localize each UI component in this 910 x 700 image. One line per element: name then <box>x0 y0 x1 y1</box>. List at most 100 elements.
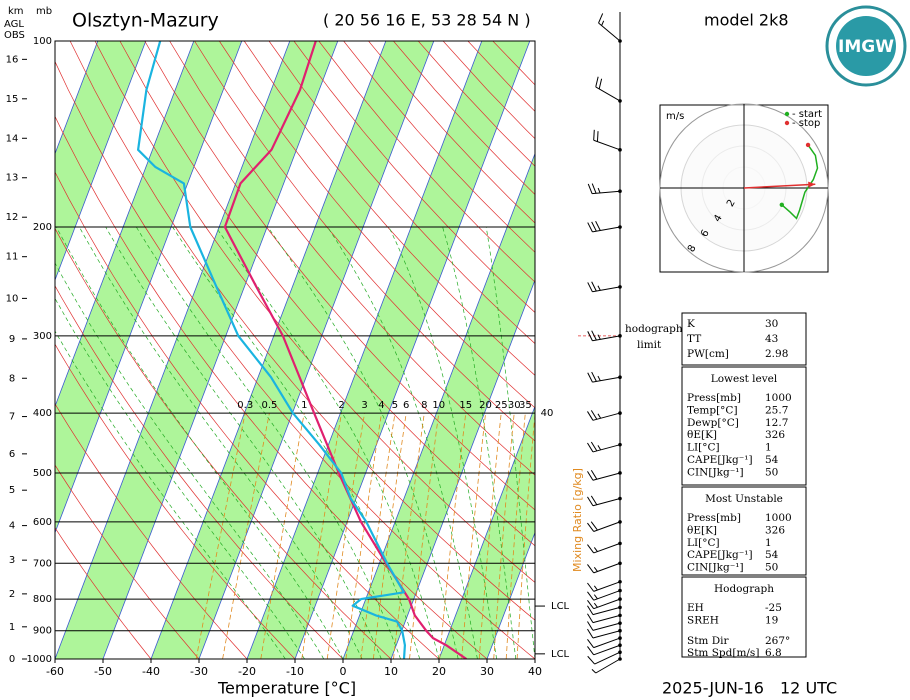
green-band <box>151 41 434 659</box>
table-section <box>681 486 807 576</box>
dry-adiabat <box>55 60 535 659</box>
y-tick-label: 100 <box>33 36 52 47</box>
km-tick-label: 8 <box>9 373 15 384</box>
index-value: 1000 <box>765 512 792 524</box>
index-value: 2.98 <box>765 348 788 360</box>
mixing-ratio-label: 40 <box>541 408 554 419</box>
barb-staff <box>592 376 621 383</box>
barb-half <box>593 585 598 591</box>
x-tick-label: 40 <box>528 665 542 678</box>
barb-feather <box>587 496 594 507</box>
x-tick-label: -20 <box>238 665 256 678</box>
km-tick-label: 10 <box>6 293 19 304</box>
wind-barb <box>587 371 622 383</box>
mixing-ratio-label: 0.5 <box>261 400 277 411</box>
logo: IMGW <box>825 5 907 87</box>
isotherm <box>198 41 435 659</box>
barb-staff <box>595 86 621 102</box>
y-tick-label: 1000 <box>27 654 52 665</box>
x-tick-label: 10 <box>384 665 398 678</box>
barb-feather <box>591 281 597 292</box>
index-value: 43 <box>765 333 778 345</box>
barb-feather <box>591 371 597 382</box>
dry-adiabat <box>55 115 488 659</box>
storm-motion-head <box>808 181 816 188</box>
barb-feather <box>587 282 593 293</box>
barb-half <box>597 445 602 451</box>
barb-feather <box>590 410 598 420</box>
km-tick-label: 5 <box>9 485 15 496</box>
index-name: LI[°C] <box>687 537 720 549</box>
index-name: SREH <box>687 614 719 626</box>
barb-staff <box>592 622 621 631</box>
hodograph-start <box>779 202 784 207</box>
dry-adiabat <box>55 464 200 659</box>
barb-feather <box>587 605 594 615</box>
barb-staff <box>592 630 621 639</box>
barb-feather <box>591 221 597 232</box>
barb-staff <box>593 644 621 656</box>
obs-label: OBS <box>4 30 25 41</box>
model-name: model 2k8 <box>704 11 789 30</box>
barb-feather <box>590 521 598 531</box>
barb-feather <box>587 638 595 648</box>
wind-barb <box>587 621 622 631</box>
barb-feather <box>598 78 603 90</box>
barb-staff <box>592 286 621 293</box>
barb-half <box>593 566 598 572</box>
barb-staff <box>593 562 621 574</box>
barb-half <box>597 187 601 194</box>
logo-disc <box>836 16 896 76</box>
barb-feather <box>587 646 595 656</box>
barb-staff <box>592 190 621 195</box>
km-tick-label: 4 <box>9 521 15 532</box>
km-tick-label: 11 <box>6 252 19 263</box>
date: 2025-JUN-16 <box>662 679 764 698</box>
index-value: 19 <box>765 614 778 626</box>
table-section <box>681 312 807 366</box>
isotherm <box>246 41 483 659</box>
start-marker <box>784 111 790 117</box>
index-name: CIN[Jkg⁻¹] <box>687 466 744 478</box>
barb-feather <box>596 131 599 142</box>
dry-adiabat <box>94 41 535 583</box>
barb-feather <box>587 522 595 532</box>
index-value: -25 <box>765 602 782 614</box>
moist-adiabat <box>388 226 497 659</box>
barb-staff <box>592 472 621 481</box>
x-axis-title: Temperature [°C] <box>217 679 356 698</box>
y-tick-label: 700 <box>33 558 52 569</box>
x-tick-label: -40 <box>142 665 160 678</box>
barb-staff <box>592 606 621 616</box>
km-tick-label: 1 <box>9 622 15 633</box>
index-name: CAPE[Jkg⁻¹] <box>687 549 753 561</box>
mixing-ratio-label: 25 <box>495 400 508 411</box>
km-tick-label: 12 <box>6 212 19 223</box>
y-tick-label: 800 <box>33 594 52 605</box>
overlay: LCL LCL hodograph limit <box>535 12 683 674</box>
barb-staff <box>592 335 621 342</box>
index-name: Stm Dir <box>687 635 729 647</box>
start-label: - start <box>792 109 822 120</box>
dry-adiabat <box>268 41 535 345</box>
barb-feather <box>587 621 594 631</box>
mixing-ratio-label: 1 <box>301 400 307 411</box>
barb-staff <box>593 637 621 649</box>
mixing-ratio-label: 4 <box>378 400 384 411</box>
barb-feather <box>590 470 598 480</box>
index-name: Press[mb] <box>687 512 741 524</box>
hodograph-line <box>781 144 819 220</box>
barb-feather <box>587 411 594 421</box>
isotherm <box>294 41 531 659</box>
x-tick-label: 30 <box>480 665 494 678</box>
mixing-ratio-title: Mixing Ratio [g/kg] <box>571 468 584 572</box>
section-title: Most Unstable <box>705 493 783 505</box>
index-value: 12.7 <box>765 417 788 429</box>
barb-staff <box>598 22 621 42</box>
mb-label: mb <box>36 6 52 17</box>
index-value: 50 <box>765 466 778 478</box>
profile-line <box>223 41 468 659</box>
index-value: 1000 <box>765 392 792 404</box>
lcl-label: LCL <box>551 649 570 660</box>
isotherm <box>486 531 535 659</box>
